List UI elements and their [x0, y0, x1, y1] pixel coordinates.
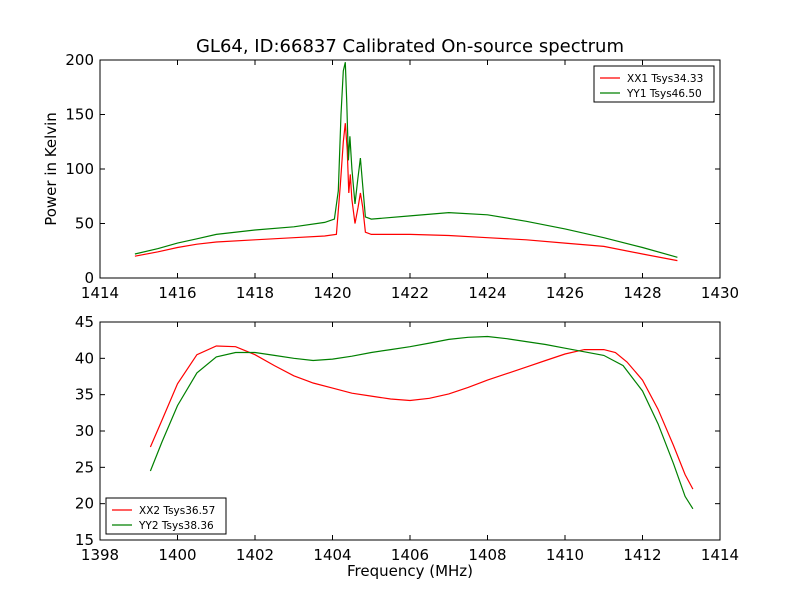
series-line-2: [149, 335, 694, 510]
x-tick-label: 1424: [468, 284, 506, 302]
plot-2: 1398 1400 1402 1404 1406 1408 1410 1412 1414 15 20…: [75, 313, 739, 580]
x-tick-label: 1398: [81, 546, 119, 564]
chart-title: GL64, ID:66837 Calibrated On-source spec…: [196, 36, 624, 57]
series-line-2: [134, 62, 678, 258]
legend-label: YY1 Tsys46.50: [626, 88, 702, 100]
y-axis-label: Power in Kelvin: [42, 112, 60, 226]
series-line-1: [134, 123, 678, 262]
y-tick-label: 20: [75, 495, 94, 513]
y-tick-label: 40: [75, 349, 94, 367]
x-tick-label: 1430: [701, 284, 739, 302]
legend-box: [105, 497, 227, 535]
y-tick-label: 25: [75, 458, 94, 476]
x-axis-label: Frequency (MHz): [347, 562, 473, 580]
y-tick-label: 35: [75, 386, 94, 404]
legend-label: XX2 Tsys36.57: [139, 505, 215, 517]
y-tick-label: 0: [84, 269, 94, 287]
legend-label: XX1 Tsys34.33: [627, 73, 703, 85]
x-tick-label: 1414: [701, 546, 739, 564]
legend: XX2 Tsys36.57 YY2 Tsys38.36: [105, 497, 227, 535]
x-tick-label: 1410: [546, 546, 584, 564]
x-tick-label: 1416: [158, 284, 196, 302]
x-tick-label: 1408: [468, 546, 506, 564]
y-tick-label: 30: [75, 422, 94, 440]
x-tick-label: 1418: [236, 284, 274, 302]
series-line-1: [149, 345, 694, 490]
x-tick-label: 1406: [391, 546, 429, 564]
y-tick-label: 150: [65, 106, 94, 124]
y-tick-label: 15: [75, 531, 94, 549]
x-tick-label: 1422: [391, 284, 429, 302]
x-tick-label: 1412: [623, 546, 661, 564]
plot-1: 1414 1416 1418 1420 1422 1424 1426 1428 1430 0 50 1…: [42, 51, 739, 302]
y-tick-label: 45: [75, 313, 94, 331]
x-tick-label: 1400: [158, 546, 196, 564]
y-tick-label: 200: [65, 51, 94, 69]
x-tick-label: 1420: [313, 284, 351, 302]
x-tick-label: 1426: [546, 284, 584, 302]
y-tick-label: 100: [65, 160, 94, 178]
x-tick-label: 1428: [623, 284, 661, 302]
legend: XX1 Tsys34.33 YY1 Tsys46.50: [593, 65, 715, 103]
x-tick-label: 1414: [81, 284, 119, 302]
y-tick-label: 50: [75, 215, 94, 233]
x-tick-label: 1404: [313, 546, 351, 564]
legend-box: [593, 65, 715, 103]
x-tick-label: 1402: [236, 546, 274, 564]
legend-label: YY2 Tsys38.36: [138, 520, 214, 532]
